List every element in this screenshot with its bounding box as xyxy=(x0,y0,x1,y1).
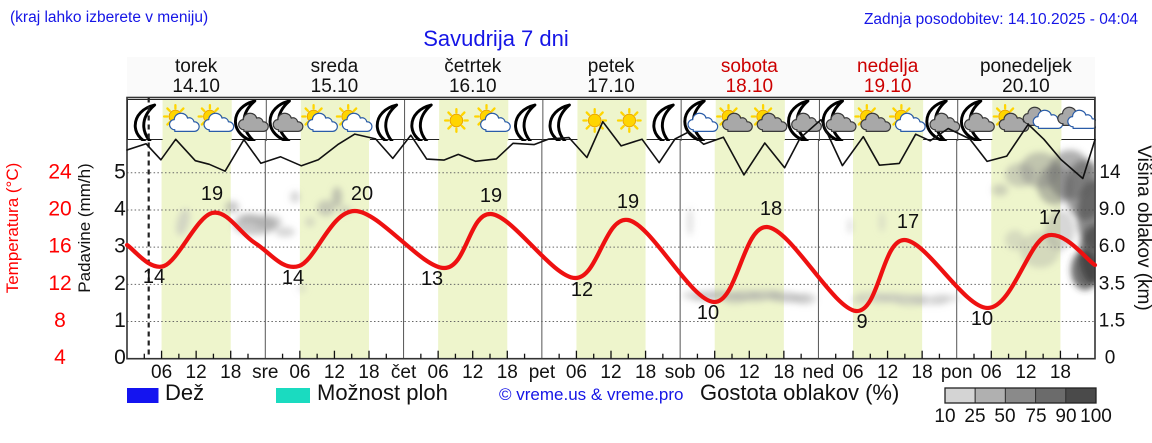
svg-text:18: 18 xyxy=(635,362,656,383)
svg-text:19: 19 xyxy=(480,185,502,207)
svg-text:4: 4 xyxy=(114,198,126,221)
svg-text:Padavine (mm/h): Padavine (mm/h) xyxy=(75,163,94,292)
svg-text:4: 4 xyxy=(54,346,66,369)
svg-text:Dež: Dež xyxy=(165,380,204,405)
svg-text:50: 50 xyxy=(994,406,1015,427)
svg-text:19: 19 xyxy=(617,191,639,213)
svg-text:Temperatura (°C): Temperatura (°C) xyxy=(3,163,22,294)
svg-text:3: 3 xyxy=(114,235,126,258)
svg-text:25: 25 xyxy=(964,406,985,427)
svg-text:sob: sob xyxy=(665,362,696,383)
svg-text:sre: sre xyxy=(252,362,278,383)
svg-text:14: 14 xyxy=(1099,162,1121,183)
svg-text:75: 75 xyxy=(1025,406,1046,427)
svg-text:14: 14 xyxy=(143,266,165,288)
svg-text:6.0: 6.0 xyxy=(1099,236,1125,257)
svg-text:06: 06 xyxy=(566,362,587,383)
svg-text:8: 8 xyxy=(54,309,66,332)
svg-text:20: 20 xyxy=(48,198,71,221)
svg-text:12: 12 xyxy=(600,362,621,383)
svg-text:100: 100 xyxy=(1080,406,1112,427)
svg-text:18: 18 xyxy=(220,362,241,383)
svg-text:Višina oblakov (km): Višina oblakov (km) xyxy=(1133,145,1152,310)
svg-text:12: 12 xyxy=(462,362,483,383)
svg-text:0: 0 xyxy=(1105,348,1116,369)
svg-text:17: 17 xyxy=(897,211,919,233)
svg-text:18: 18 xyxy=(497,362,518,383)
svg-text:10: 10 xyxy=(697,302,719,324)
svg-text:Gostota oblakov (%): Gostota oblakov (%) xyxy=(700,380,899,405)
svg-text:13: 13 xyxy=(421,268,443,290)
svg-text:5: 5 xyxy=(114,160,126,183)
svg-text:24: 24 xyxy=(48,160,72,183)
svg-text:18: 18 xyxy=(912,362,933,383)
svg-text:12: 12 xyxy=(48,272,71,295)
svg-text:9: 9 xyxy=(856,311,867,333)
svg-text:9.0: 9.0 xyxy=(1099,199,1125,220)
svg-text:17: 17 xyxy=(1039,207,1061,229)
svg-text:19: 19 xyxy=(201,183,223,205)
svg-text:Možnost ploh: Možnost ploh xyxy=(317,380,448,405)
svg-text:16: 16 xyxy=(48,235,71,258)
svg-text:pet: pet xyxy=(529,362,556,383)
svg-text:1: 1 xyxy=(114,309,126,332)
svg-text:© vreme.us & vreme.pro: © vreme.us & vreme.pro xyxy=(499,385,683,404)
svg-text:10: 10 xyxy=(934,406,955,427)
svg-text:18: 18 xyxy=(1050,362,1071,383)
svg-text:06: 06 xyxy=(289,362,310,383)
svg-text:pon: pon xyxy=(941,362,973,383)
svg-text:10: 10 xyxy=(971,308,993,330)
svg-text:90: 90 xyxy=(1055,406,1076,427)
svg-text:1.5: 1.5 xyxy=(1099,311,1125,332)
svg-text:20: 20 xyxy=(351,183,373,205)
svg-text:2: 2 xyxy=(114,272,126,295)
svg-text:12: 12 xyxy=(571,279,593,301)
svg-text:18: 18 xyxy=(760,198,782,220)
svg-text:12: 12 xyxy=(1015,362,1036,383)
svg-text:14: 14 xyxy=(282,267,304,289)
svg-text:0: 0 xyxy=(114,346,126,369)
svg-text:3.5: 3.5 xyxy=(1099,273,1125,294)
svg-text:06: 06 xyxy=(981,362,1002,383)
